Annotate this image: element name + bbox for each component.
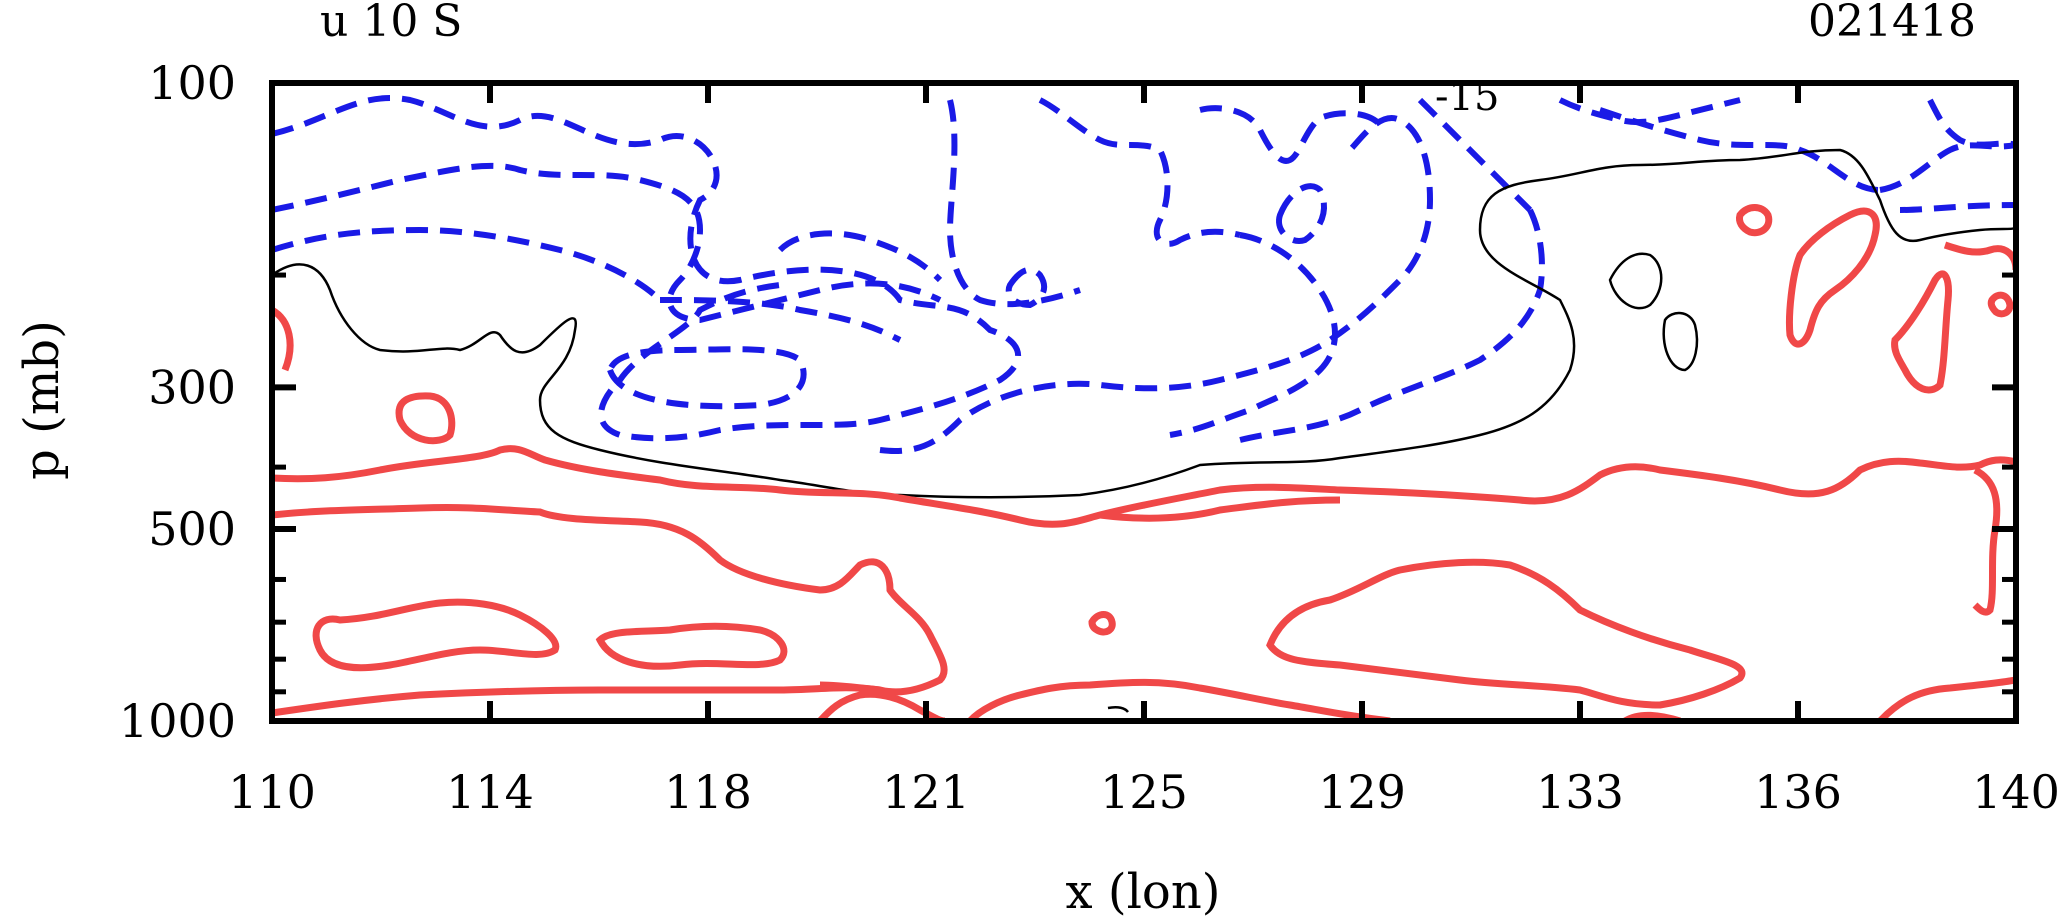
zero-contour-4 xyxy=(1107,705,1129,713)
negative-contour-13 xyxy=(1199,105,1383,164)
chart-title-right: 021418 xyxy=(1808,0,1976,47)
positive-contour-18 xyxy=(1943,241,2016,271)
positive-contour-15 xyxy=(1877,676,2016,721)
zero-contour-3 xyxy=(1662,311,1699,372)
x-tick-label-2: 118 xyxy=(664,765,752,819)
y-axis-ticks: 100 300 500 1000 xyxy=(119,56,2016,748)
negative-contours xyxy=(272,95,2016,454)
negative-contour-10 xyxy=(1276,183,1327,244)
positive-contours xyxy=(272,204,2016,721)
y-axis-minor-ticks xyxy=(272,272,2016,695)
negative-contour-5 xyxy=(606,346,807,410)
positive-contour-16 xyxy=(1736,204,1773,237)
y-tick-label-2: 500 xyxy=(148,502,236,556)
negative-contour-18 xyxy=(1558,97,1741,126)
negative-contour-1 xyxy=(272,95,1022,442)
x-tick-label-4: 125 xyxy=(1100,765,1188,819)
negative-contour-4 xyxy=(659,297,902,343)
negative-contour-19 xyxy=(1899,202,2016,213)
zero-contour-2 xyxy=(1608,252,1663,310)
x-axis-label: x (lon) xyxy=(1066,864,1221,920)
negative-contour-20 xyxy=(1927,98,2016,148)
x-tick-label-6: 133 xyxy=(1536,765,1624,819)
negative-contour-12 xyxy=(1169,232,1338,438)
positive-contour-8 xyxy=(595,622,788,670)
negative-contour-7 xyxy=(946,99,1081,308)
positive-contour-5 xyxy=(1099,496,1341,522)
y-tick-label-0: 100 xyxy=(148,56,236,110)
positive-contour-10 xyxy=(1266,558,1746,709)
negative-contour-14 xyxy=(1417,97,1533,213)
positive-contour-4 xyxy=(272,503,948,696)
chart-title-left: u 10 S xyxy=(320,0,462,47)
x-axis-ticks: 110 114 118 121 125 129 133 136 140 xyxy=(228,83,2060,819)
negative-contour-15 xyxy=(1239,208,1545,443)
positive-contour-11 xyxy=(272,684,881,717)
y-tick-label-3: 1000 xyxy=(119,694,236,748)
negative-contour-8 xyxy=(777,230,943,283)
negative-contour-3 xyxy=(272,226,663,303)
negative-contour-9 xyxy=(1005,266,1048,309)
negative-contour-11 xyxy=(1038,97,1241,247)
positive-contour-1 xyxy=(272,306,294,372)
x-tick-label-8: 140 xyxy=(1972,765,2060,819)
negative-contour-17 xyxy=(1879,142,2016,193)
x-tick-label-0: 110 xyxy=(228,765,316,819)
positive-contour-3 xyxy=(272,445,2016,528)
positive-contour-6 xyxy=(1972,466,2001,616)
x-tick-label-7: 136 xyxy=(1754,765,1842,819)
x-tick-label-3: 121 xyxy=(882,765,970,819)
positive-contour-7 xyxy=(312,598,560,672)
y-axis-label: p (mb) xyxy=(14,320,70,480)
zero-contours xyxy=(272,148,2016,713)
zero-contour-1 xyxy=(272,148,2016,499)
negative-contour-6 xyxy=(879,115,1434,454)
negative-contour-2 xyxy=(272,162,942,324)
positive-contour-20 xyxy=(1987,291,2014,318)
contour-lines xyxy=(272,95,2016,721)
x-tick-label-1: 114 xyxy=(446,765,534,819)
positive-contour-19 xyxy=(1891,270,1952,394)
positive-contour-2 xyxy=(395,392,456,445)
positive-contour-13 xyxy=(967,678,1391,721)
positive-contour-17 xyxy=(1786,207,1880,348)
x-tick-label-5: 129 xyxy=(1318,765,1406,819)
positive-contour-9 xyxy=(1088,611,1116,636)
y-tick-label-1: 300 xyxy=(148,360,236,414)
